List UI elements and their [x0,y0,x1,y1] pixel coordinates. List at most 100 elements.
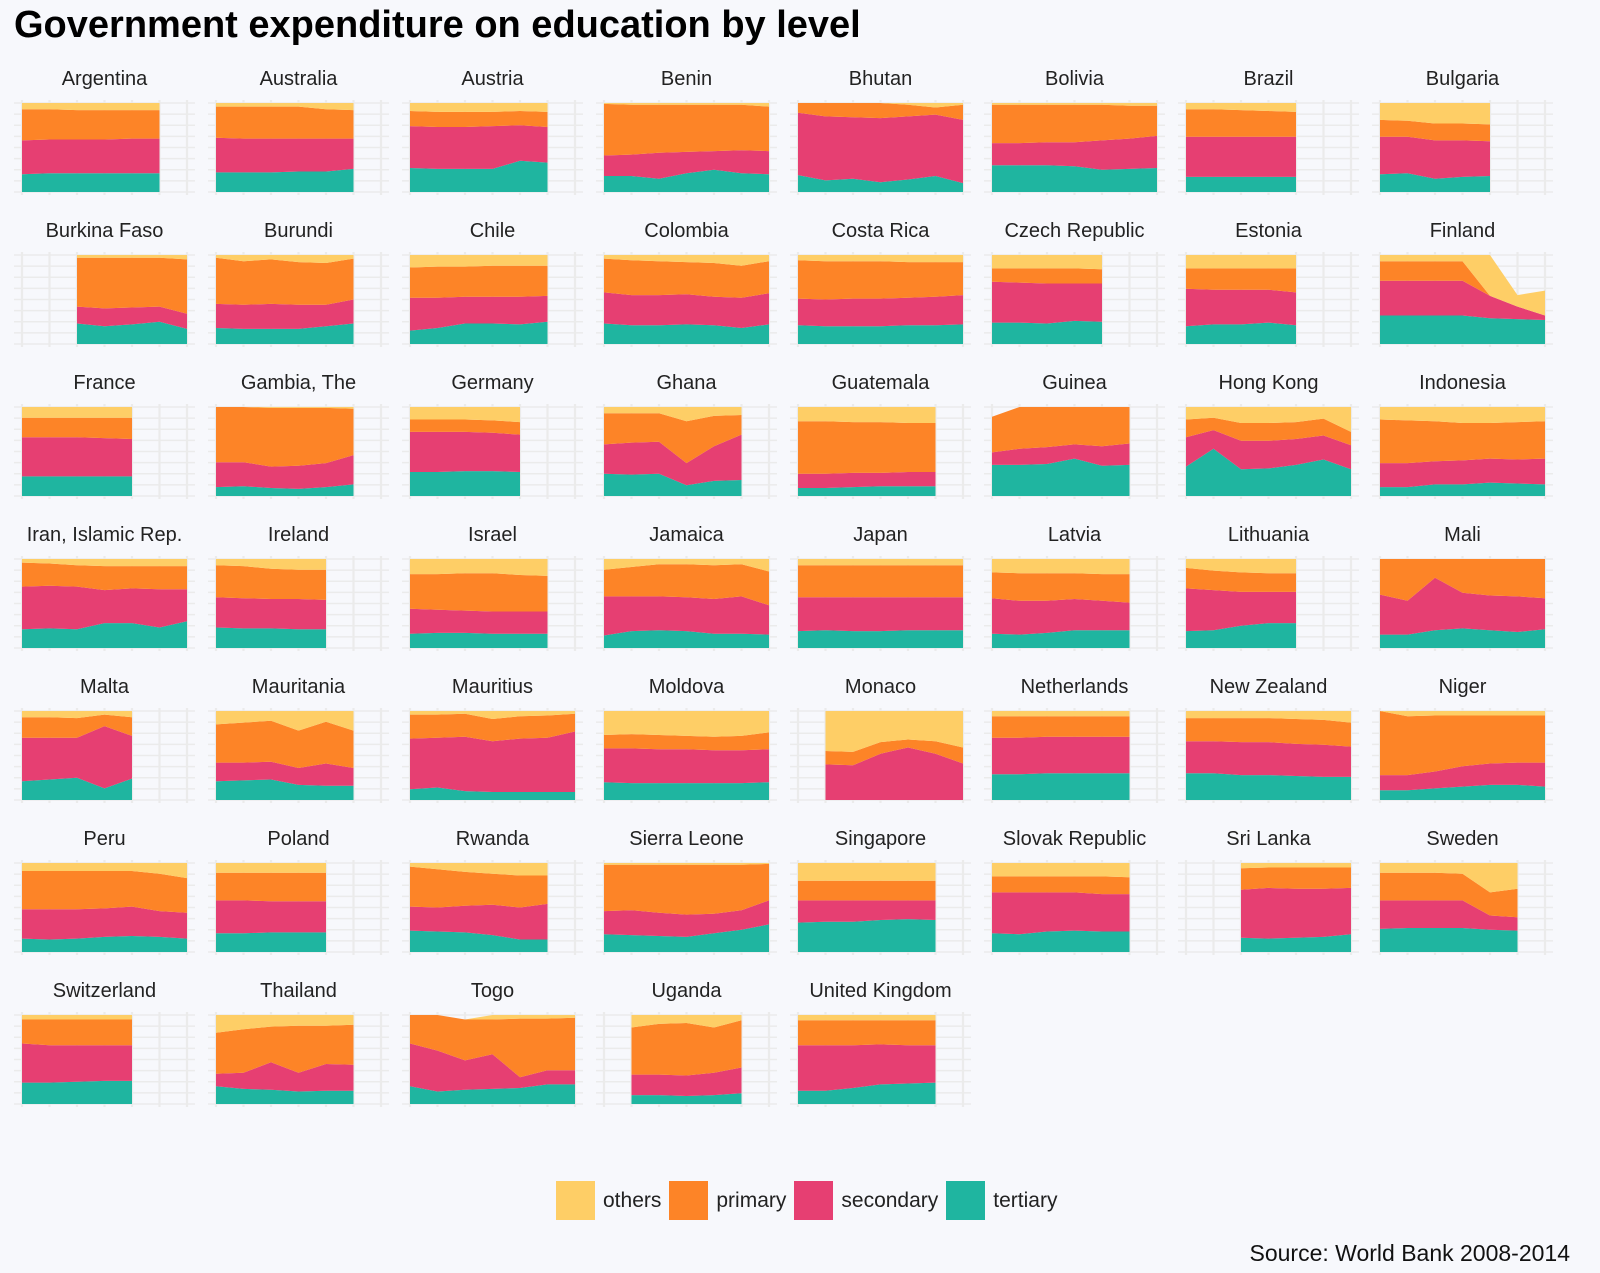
area-tertiary [992,773,1130,800]
area-secondary [992,598,1130,635]
area-primary [798,880,936,901]
area-primary [798,565,963,598]
panel-mauritius: Mauritius [402,676,583,803]
area-others [604,863,769,865]
area-primary [22,1019,132,1046]
panel-title: Gambia, The [241,372,356,394]
panel-colombia: Colombia [596,220,777,347]
panel-lithuania: Lithuania [1178,524,1359,651]
panel-germany: Germany [402,372,583,499]
area-primary [1380,119,1490,142]
area-others [992,559,1130,575]
area-secondary [1241,887,1351,939]
area-secondary [604,748,769,784]
area-secondary [22,906,187,940]
legend-label-tertiary: tertiary [993,1188,1058,1212]
area-secondary [1186,288,1296,327]
area-others [798,407,936,423]
legend-item-secondary: secondary [794,1181,938,1220]
area-tertiary [410,321,548,344]
area-tertiary [798,919,936,952]
area-others [22,559,187,567]
panel-title: Australia [260,68,339,90]
area-primary [1380,419,1545,464]
area-secondary [216,1062,354,1092]
area-others [22,103,160,111]
area-primary [410,419,520,435]
area-secondary [216,455,354,489]
area-others [992,255,1102,270]
panel-moldova: Moldova [596,676,777,803]
panel-mali: Mali [1372,524,1553,651]
area-secondary [410,295,548,331]
area-others [1241,863,1351,869]
chart-title: Government expenditure on education by l… [14,4,861,46]
area-tertiary [604,924,769,952]
area-tertiary [1380,928,1518,952]
panel-chile: Chile [402,220,583,347]
area-others [992,711,1130,717]
panel-jamaica: Jamaica [596,524,777,651]
legend-swatch-tertiary [946,1181,986,1220]
panel-title: Netherlands [1021,676,1129,698]
area-secondary [216,900,326,934]
panel-austria: Austria [402,68,583,195]
panel-title: Slovak Republic [1003,828,1146,850]
area-secondary [1186,136,1296,177]
area-primary [22,109,160,141]
area-others [1186,103,1296,112]
panel-title: New Zealand [1210,676,1328,698]
panel-title: Iran, Islamic Rep. [27,524,183,546]
panel-title: Peru [83,828,125,850]
panel-title: Finland [1430,220,1496,242]
panel-title: Uganda [651,980,722,1002]
panel-title: Chile [470,220,516,242]
area-secondary [216,137,354,173]
area-others [77,255,187,260]
area-tertiary [216,779,354,800]
panel-title: Indonesia [1419,372,1507,394]
panel-bolivia: Bolivia [984,68,1165,195]
panel-australia: Australia [208,68,389,195]
area-primary [992,407,1130,453]
area-primary [604,258,769,298]
area-tertiary [216,1086,354,1104]
area-secondary [992,135,1157,170]
panel-title: Israel [468,524,517,546]
area-primary [798,421,936,474]
area-primary [798,103,963,120]
area-primary [798,260,963,300]
area-primary [216,407,354,467]
area-others [631,1015,742,1028]
area-primary [410,1015,575,1078]
area-secondary [216,299,354,329]
area-tertiary [216,484,354,496]
area-others [216,103,354,111]
panel-title: Guinea [1042,372,1107,394]
panel-malta: Malta [14,676,195,803]
area-secondary [410,431,520,472]
area-tertiary [22,777,132,800]
area-tertiary [631,1093,742,1104]
area-others [798,863,936,881]
area-primary [825,739,963,766]
area-tertiary [1380,173,1490,192]
area-secondary [604,150,769,179]
area-primary [216,565,326,600]
panel-title: Burundi [264,220,333,242]
area-others [22,407,132,418]
area-secondary [992,736,1130,775]
panel-estonia: Estonia [1178,220,1359,347]
legend-item-primary: primary [669,1181,786,1220]
panel-title: Thailand [260,980,337,1002]
small-multiples-chart: Argentina Australia Austria Benin Bhutan Boli… [14,68,1553,1107]
panel-title: Bolivia [1045,68,1105,90]
area-secondary [1380,280,1545,320]
panel-title: Sri Lanka [1226,828,1311,850]
panel-hong-kong: Hong Kong [1178,372,1359,499]
area-secondary [22,138,160,175]
area-primary [216,257,354,305]
area-tertiary [1186,773,1351,800]
area-primary [1186,718,1351,747]
area-primary [604,564,769,606]
